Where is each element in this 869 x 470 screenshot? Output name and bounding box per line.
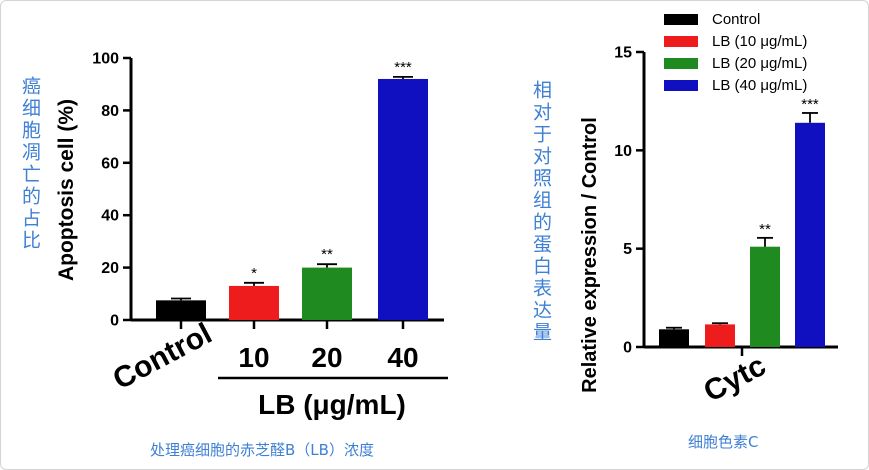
- chart-b-significance: ***: [801, 96, 819, 113]
- chart-b-y-tick-label: 0: [623, 340, 632, 357]
- chart-b-y-tick-label: 15: [614, 45, 632, 62]
- chart-b-bar: [795, 122, 825, 347]
- chart-a-y-tick-label: 60: [101, 155, 119, 172]
- left-side-note: 癌细胞凋亡的占比: [19, 76, 41, 252]
- chart-a-y-tick-label: 100: [92, 51, 119, 68]
- chart-a-x-label: 20: [311, 342, 342, 373]
- chart-b-legend-label: LB (40 μg/mL): [712, 77, 807, 94]
- right-caption: 细胞色素C: [688, 433, 759, 451]
- chart-a-bar: [229, 285, 279, 320]
- chart-b-x-label: Cytc: [698, 349, 771, 409]
- chart-b-legend-label: LB (10 μg/mL): [712, 33, 807, 50]
- chart-b-legend-swatch: [664, 58, 698, 69]
- chart-b-bar: [750, 246, 780, 347]
- chart-a-y-tick-label: 40: [101, 208, 119, 225]
- chart-a-y-tick-label: 80: [101, 103, 119, 120]
- chart-b-significance: **: [759, 221, 771, 238]
- chart-a-y-tick-label: 0: [110, 313, 119, 330]
- chart-b-y-axis-title: Relative expression / Control: [579, 117, 601, 393]
- chart-a-bar: [378, 78, 428, 321]
- right-side-note: 相对于对照组的蛋白表达量: [530, 80, 552, 344]
- chart-b-bar: [705, 324, 735, 347]
- chart-b-legend-swatch: [664, 36, 698, 47]
- chart-b-y-tick-label: 10: [614, 143, 632, 160]
- chart-b-y-tick-label: 5: [623, 241, 632, 258]
- chart-a-significance: **: [321, 246, 333, 263]
- chart-a-significance: *: [251, 265, 257, 282]
- left-caption: 处理癌细胞的赤芝醛B（LB）浓度: [150, 441, 374, 459]
- chart-a-x-label: 40: [387, 342, 418, 373]
- chart-b-legend-swatch: [664, 14, 698, 25]
- chart-a-x-label: 10: [238, 342, 269, 373]
- chart-a-x-label: Control: [108, 317, 218, 396]
- chart-a-significance: ***: [394, 59, 412, 76]
- chart-b-bar: [659, 329, 689, 347]
- chart-a-bar: [302, 267, 352, 320]
- chart-b-legend-label: LB (20 μg/mL): [712, 55, 807, 72]
- chart-a-bar: [156, 300, 206, 320]
- chart-a-y-tick-label: 20: [101, 260, 119, 277]
- chart-b-legend-label: Control: [712, 11, 760, 28]
- chart-a-x-axis-title: LB (μg/mL): [258, 389, 406, 420]
- chart-a-y-axis-title: Apoptosis cell (%): [55, 99, 78, 281]
- chart-b-legend-swatch: [664, 80, 698, 91]
